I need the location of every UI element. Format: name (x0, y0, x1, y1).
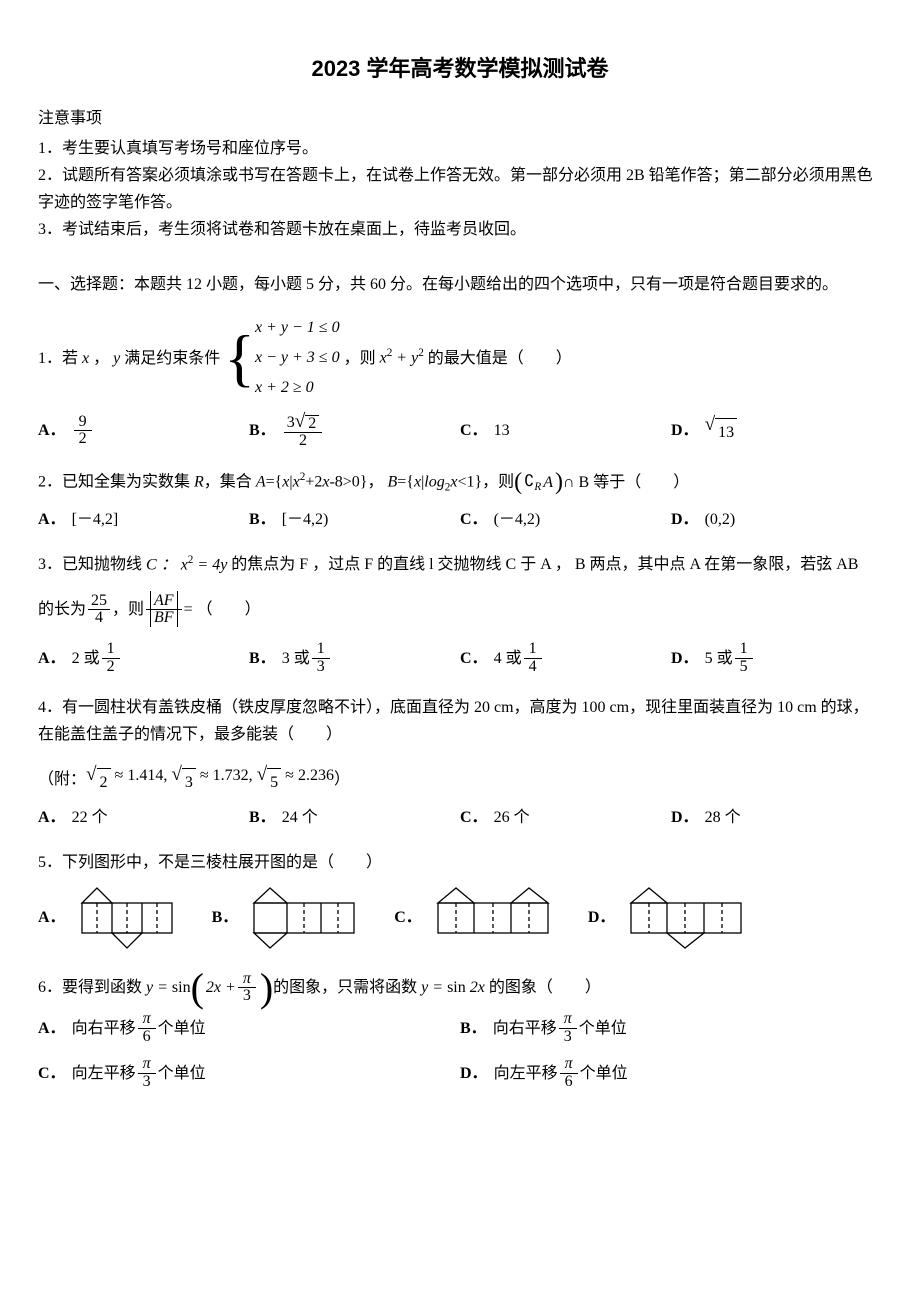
q6-fn2: y = sin 2x (417, 974, 489, 1001)
q1-constraint: x + 2 ≥ 0 (255, 373, 340, 403)
q4-line1: 4．有一圆柱状有盖铁皮桶（铁皮厚度忽略不计），底面直径为 20 cm，高度为 1… (38, 694, 882, 721)
net-diagram-b (244, 883, 364, 953)
q6-lead2: 的图象，只需将函数 (273, 974, 417, 1001)
q5-option-b: B． (212, 883, 365, 953)
q1-option-c: C．13 (460, 412, 671, 451)
question-3: 3．已知抛物线 C ： x2 = 4y 的焦点为 F ，过点 F 的直线 l 交… (38, 551, 882, 676)
q6-option-a: A．向右平移π6个单位 (38, 1011, 460, 1046)
q4-option-a: A．22 个 (38, 804, 249, 831)
q5-text: 5．下列图形中，不是三棱柱展开图的是（ ） (38, 849, 882, 876)
q3-option-b: B．3 或13 (249, 641, 460, 676)
q5-option-a: A． (38, 883, 182, 953)
q1-system: { x + y − 1 ≤ 0 x − y + 3 ≤ 0 x + 2 ≥ 0 (224, 313, 339, 404)
q3-option-a: A．2 或12 (38, 641, 249, 676)
question-4: 4．有一圆柱状有盖铁皮桶（铁皮厚度忽略不计），底面直径为 20 cm，高度为 1… (38, 694, 882, 832)
q2-option-c: C．(－4,2) (460, 506, 671, 533)
q6-option-b: B．向右平移π3个单位 (460, 1011, 882, 1046)
q3-option-d: D．5 或15 (671, 641, 882, 676)
q4-approx: √2 ≈ 1.414, √3 ≈ 1.732, √5 ≈ 2.236 (86, 762, 334, 796)
q1-constraint: x − y + 3 ≤ 0 (255, 343, 340, 373)
q3-option-c: C．4 或14 (460, 641, 671, 676)
q2-text: 2．已知全集为实数集 R，集合 A={x|x2+2x-8>0}， B={x|lo… (38, 468, 514, 498)
net-diagram-c (428, 883, 558, 953)
q1-text4: 的最大值是（ ） (428, 345, 572, 372)
q4-option-c: C．26 个 (460, 804, 671, 831)
q3-curve: C ： x2 = 4y (142, 551, 231, 579)
q1-option-a: A． 92 (38, 412, 249, 451)
section-intro: 一、选择题：本题共 12 小题，每小题 5 分，共 60 分。在每小题给出的四个… (38, 271, 882, 298)
q1-text2: 满足约束条件 (124, 345, 220, 372)
q1-text: 1．若 (38, 345, 78, 372)
q1-option-b: B． 3√22 (249, 412, 460, 451)
q6-option-d: D．向左平移π6个单位 (460, 1056, 882, 1091)
q3-line2a: 的长为 (38, 596, 86, 623)
q2-option-b: B．[－4,2) (249, 506, 460, 533)
q3-line2b: ，则 (112, 596, 144, 623)
q3-ratio: AF BF (146, 593, 182, 628)
q1-expr: x2 + y2 (376, 344, 428, 372)
q1-constraint: x + y − 1 ≤ 0 (255, 313, 340, 343)
q6-paren: ( 2x + π3 ) (191, 971, 274, 1006)
q2-option-d: D．(0,2) (671, 506, 882, 533)
q2-option-a: A．[－4,2] (38, 506, 249, 533)
q1-sep: ， (93, 345, 109, 372)
net-diagram-a (72, 883, 182, 953)
q4-line2: 在能盖住盖子的情况下，最多能装（ ） (38, 721, 882, 748)
q6-lead1: 6．要得到函数 (38, 974, 142, 1001)
notice-item: 3．考试结束后，考生须将试卷和答题卡放在桌面上，待监考员收回。 (38, 216, 882, 243)
q3-line2c: = （ ） (184, 596, 261, 623)
q3-line1a: 3．已知抛物线 (38, 551, 142, 578)
q1-text3: ，则 (344, 345, 376, 372)
q6-lead3: 的图象（ ） (489, 974, 601, 1001)
q6-fn1: y = sin (142, 974, 191, 1001)
q4-option-b: B．24 个 (249, 804, 460, 831)
net-diagram-d (621, 883, 751, 953)
q2-tail: ∩ B 等于（ ） (563, 469, 689, 496)
q2-complement: ( ∁RA ) (514, 468, 563, 497)
q1-vars2: y (109, 345, 124, 372)
notice-item: 1．考生要认真填写考场号和座位序号。 (38, 135, 882, 162)
question-1: 1．若 x ， y 满足约束条件 { x + y − 1 ≤ 0 x − y +… (38, 313, 882, 451)
q1-option-d: D．√13 (671, 412, 882, 451)
q5-option-c: C． (394, 883, 558, 953)
q6-option-c: C．向左平移π3个单位 (38, 1056, 460, 1091)
notice-heading: 注意事项 (38, 105, 882, 132)
q4-appendix-a: （附： (38, 766, 86, 793)
question-2: 2．已知全集为实数集 R，集合 A={x|x2+2x-8>0}， B={x|lo… (38, 468, 882, 533)
notice-item: 2．试题所有答案必须填涂或书写在答题卡上，在试卷上作答无效。第一部分必须用 2B… (38, 162, 882, 216)
notice-list: 1．考生要认真填写考场号和座位序号。 2．试题所有答案必须填涂或书写在答题卡上，… (38, 135, 882, 244)
question-6: 6．要得到函数 y = sin ( 2x + π3 ) 的图象，只需将函数 y … (38, 971, 882, 1101)
question-5: 5．下列图形中，不是三棱柱展开图的是（ ） A． B． (38, 849, 882, 952)
page-title: 2023 学年高考数学模拟测试卷 (38, 50, 882, 87)
q3-len-frac: 254 (88, 593, 110, 628)
q4-appendix-b: ） (334, 766, 350, 793)
q4-option-d: D．28 个 (671, 804, 882, 831)
q1-vars: x (78, 345, 93, 372)
q5-option-d: D． (588, 883, 752, 953)
q3-line1b: 的焦点为 F ，过点 F 的直线 l 交抛物线 C 于 A ， B 两点，其中点… (231, 551, 858, 578)
